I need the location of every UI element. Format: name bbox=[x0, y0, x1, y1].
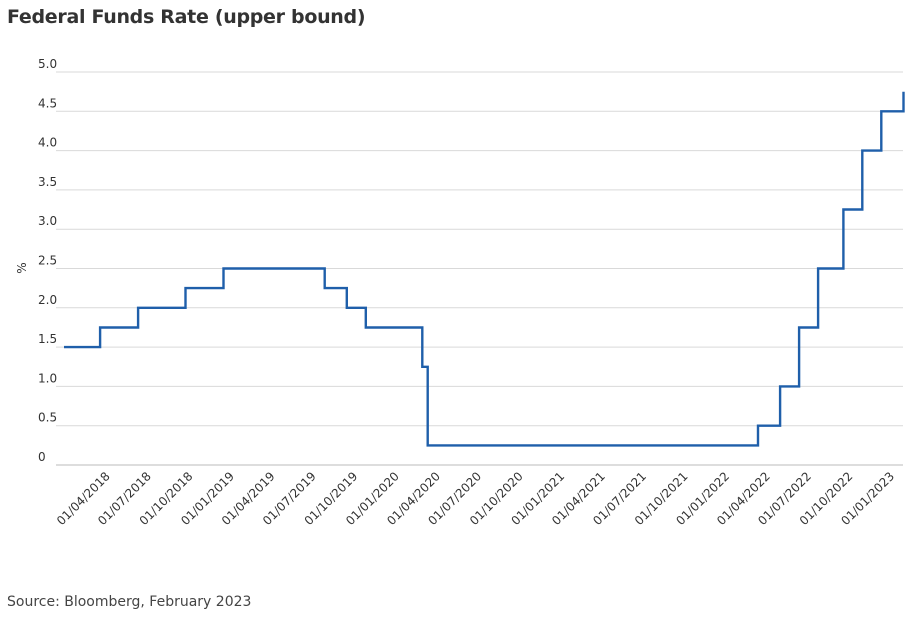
y-tick-label: 3.0 bbox=[38, 214, 57, 228]
y-tick-label: 0.5 bbox=[38, 411, 57, 425]
y-axis-label: % bbox=[15, 262, 29, 273]
gridlines bbox=[56, 71, 903, 466]
y-tick-label: 5.0 bbox=[38, 57, 57, 71]
y-tick-label: 0 bbox=[38, 450, 46, 464]
x-axis-ticks: 01/04/201801/07/201801/10/201801/01/2019… bbox=[54, 469, 897, 528]
y-tick-label: 3.5 bbox=[38, 175, 57, 189]
line-chart: 0 0.5 1.0 1.5 2.0 2.5 3.0 3.5 4.0 4.5 5.0 01/04/20… bbox=[15, 57, 905, 528]
y-tick-label: 1.5 bbox=[38, 332, 57, 346]
y-tick-label: 4.0 bbox=[38, 136, 57, 150]
chart-title: Federal Funds Rate (upper bound) bbox=[7, 6, 366, 28]
y-axis-ticks: 0 0.5 1.0 1.5 2.0 2.5 3.0 3.5 4.0 4.5 5.0 bbox=[38, 57, 57, 464]
series-line bbox=[64, 91, 905, 447]
y-tick-label: 1.0 bbox=[38, 371, 57, 385]
y-tick-label: 2.0 bbox=[38, 293, 57, 307]
y-tick-label: 4.5 bbox=[38, 96, 57, 110]
y-tick-label: 2.5 bbox=[38, 254, 57, 268]
source-note: Source: Bloomberg, February 2023 bbox=[7, 594, 252, 610]
